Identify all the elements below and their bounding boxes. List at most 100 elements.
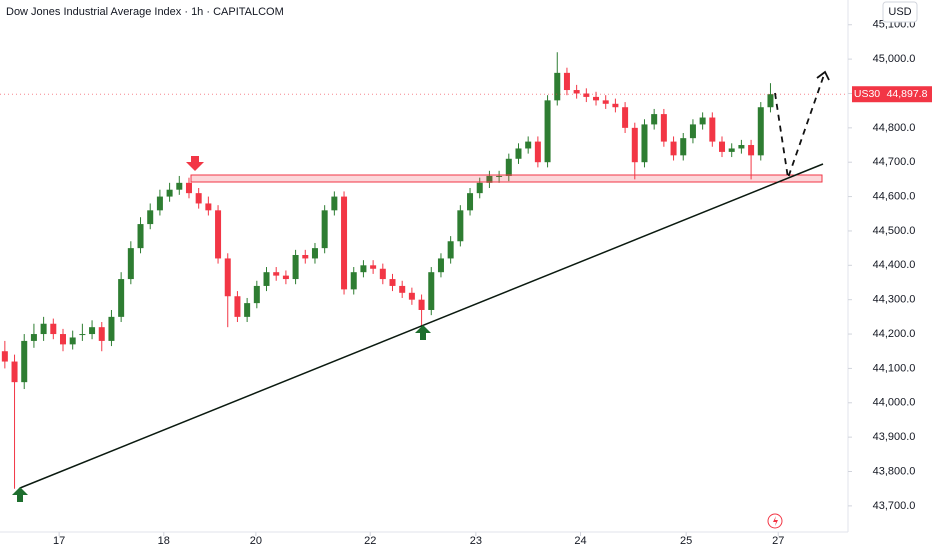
candle-body	[738, 145, 745, 149]
x-tick-label: 25	[680, 535, 692, 547]
candle-body	[534, 141, 541, 163]
trendline	[19, 163, 824, 489]
y-tick-label: 44,600.0	[873, 190, 916, 202]
candle-body	[602, 100, 609, 104]
up-arrow	[415, 325, 431, 340]
candle-body	[767, 94, 774, 108]
candle-body	[89, 327, 96, 335]
last-price-label: 44,897.8	[887, 88, 928, 100]
candle-body	[185, 182, 192, 194]
candle-body	[40, 323, 47, 335]
candle-body	[341, 196, 348, 290]
candle-body	[593, 96, 600, 101]
x-tick-label: 18	[158, 535, 170, 547]
candle-body	[282, 275, 289, 280]
x-tick-label: 23	[470, 535, 482, 547]
candle-body	[147, 210, 154, 225]
candle-body	[11, 361, 18, 383]
candle-body	[544, 100, 551, 163]
candle-body	[379, 268, 386, 280]
candle-body	[670, 141, 677, 156]
last-price-tag	[882, 86, 932, 103]
candle-body	[437, 258, 444, 273]
candle-body	[699, 117, 706, 125]
candle-body	[69, 337, 76, 345]
plot: 45,100.045,000.044,900.044,800.044,700.0…	[0, 19, 932, 547]
candle-body	[59, 334, 66, 345]
y-tick-label: 44,700.0	[873, 156, 916, 168]
candle-body	[215, 210, 222, 259]
y-tick-label: 45,000.0	[873, 53, 916, 65]
candle-body	[505, 158, 512, 176]
candle-body	[457, 210, 464, 242]
candle-body	[98, 327, 105, 341]
candle-body	[399, 285, 406, 293]
x-tick-label: 17	[53, 535, 65, 547]
x-tick-label: 22	[364, 535, 376, 547]
candle-body	[748, 145, 755, 156]
candle-body	[660, 114, 667, 142]
y-tick-label: 44,800.0	[873, 122, 916, 134]
candle-body	[515, 148, 522, 159]
y-tick-label: 44,100.0	[873, 362, 916, 374]
candle-body	[486, 175, 493, 183]
up-arrow	[12, 487, 28, 502]
candle-body	[156, 196, 163, 211]
candle-body	[709, 117, 716, 142]
candle-body	[447, 241, 454, 259]
candle-body	[728, 148, 735, 152]
alert-icon-bolt	[773, 516, 778, 526]
y-tick-label: 43,700.0	[873, 500, 916, 512]
candle-body	[311, 248, 318, 259]
projection-head	[816, 70, 830, 81]
candle-body	[205, 203, 212, 211]
candle-body	[166, 189, 173, 197]
candle-body	[573, 90, 580, 94]
last-price-name: US30	[854, 88, 880, 100]
candle-body	[719, 141, 726, 152]
candle-body	[302, 255, 309, 259]
candle-body	[118, 279, 125, 317]
chart-title: Dow Jones Industrial Average Index · 1h …	[6, 6, 284, 18]
candle-body	[408, 292, 415, 300]
candle-body	[50, 323, 57, 335]
candle-body	[224, 258, 231, 297]
candle-body	[292, 255, 299, 280]
candle-body	[389, 279, 396, 286]
candle-body	[476, 182, 483, 194]
candle-body	[1, 351, 8, 362]
candle-body	[321, 210, 328, 249]
candle-body	[253, 285, 260, 304]
currency-label: USD	[888, 6, 911, 18]
candle-body	[651, 114, 658, 125]
x-tick-label: 20	[250, 535, 262, 547]
candle-body	[244, 303, 251, 317]
candle-body	[79, 334, 86, 336]
candle-body	[467, 193, 474, 211]
candle-body	[428, 272, 435, 310]
candle-body	[30, 334, 37, 341]
alert-icon[interactable]	[767, 513, 783, 529]
y-tick-label: 43,900.0	[873, 431, 916, 443]
x-tick-label: 27	[772, 535, 784, 547]
y-tick-label: 44,500.0	[873, 225, 916, 237]
candle-body	[360, 265, 367, 273]
currency-button[interactable]	[882, 1, 918, 23]
candle-body	[273, 272, 280, 276]
candle-body	[176, 182, 183, 190]
last-price-name-tag	[852, 86, 882, 103]
candle-body	[612, 103, 619, 108]
candle-body	[195, 193, 202, 204]
candle-body	[418, 299, 425, 310]
resistance-zone	[190, 174, 823, 183]
candle-body	[331, 196, 338, 211]
candle-body	[137, 224, 144, 249]
y-tick-label: 44,000.0	[873, 397, 916, 409]
candle-body	[350, 272, 357, 290]
candle-body	[583, 93, 590, 97]
candle-body	[263, 272, 270, 286]
y-tick-label: 44,200.0	[873, 328, 916, 340]
candle-body	[622, 107, 629, 128]
candle-body	[631, 127, 638, 163]
